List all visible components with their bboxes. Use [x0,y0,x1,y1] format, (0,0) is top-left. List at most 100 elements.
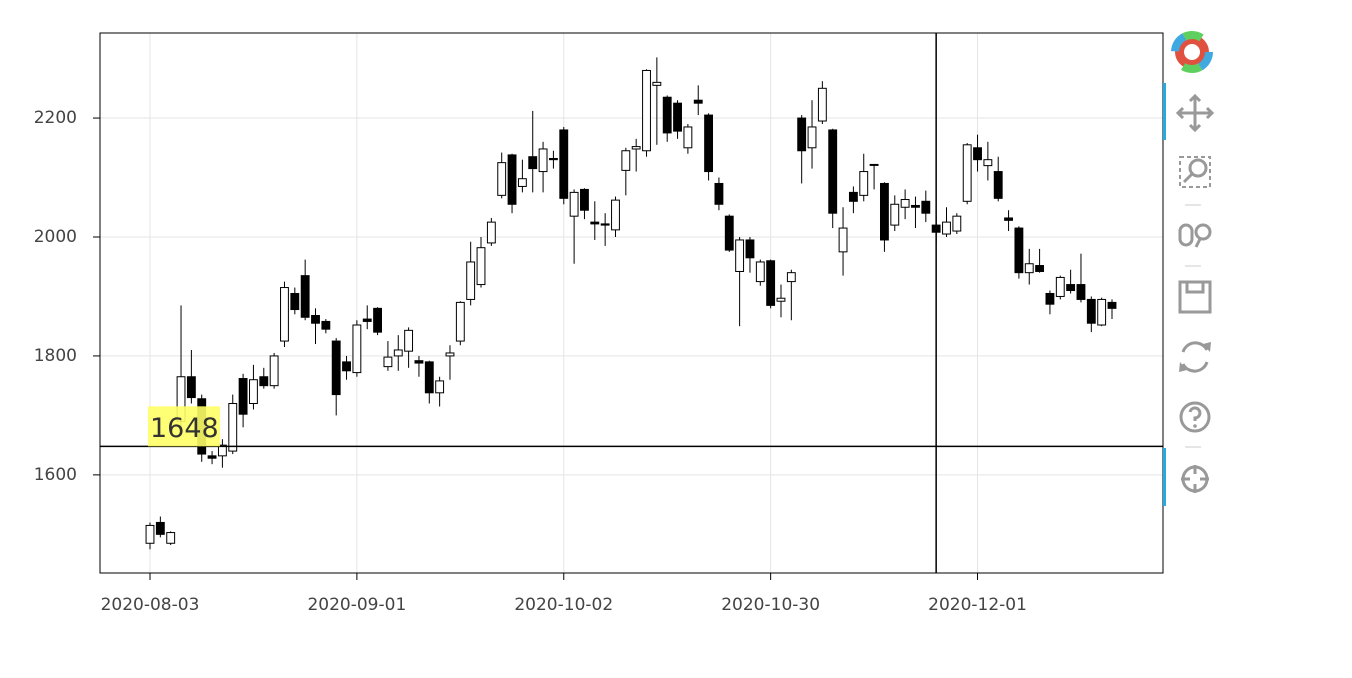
candle-body [1097,298,1107,326]
candle-body [590,221,600,225]
candle-body [466,261,476,300]
candle-body [828,129,838,214]
candle-body [1045,292,1055,305]
candle-body [1024,263,1034,274]
candle-body [724,215,734,251]
candle-body [280,287,289,342]
candle-body [269,355,279,387]
candle-body [507,154,517,205]
candle-body [414,360,424,364]
candle-body [642,69,651,152]
candle-body [1055,276,1065,297]
candle-body [300,275,310,318]
candle-body [993,171,1003,199]
x-tick-label: 2020-09-01 [307,595,406,615]
candle-body [548,157,558,161]
candle-body [683,126,693,149]
candle-body [1004,217,1013,221]
candle-body [455,301,465,342]
crosshair-tool[interactable] [1181,465,1209,493]
wheel-zoom-tool[interactable] [1178,223,1212,248]
candle-body [621,150,631,171]
box-zoom-tool[interactable] [1179,156,1211,188]
candle-body [755,261,765,283]
candle-body [580,188,589,211]
active-indicator [1163,83,1166,140]
candle-body [652,81,662,86]
candle-body [817,87,827,122]
candle-body [352,324,362,374]
candle-body [435,380,445,394]
help-tool[interactable] [1179,401,1211,433]
candle-body [445,352,455,357]
x-tick-label: 2020-10-02 [514,595,613,615]
bokeh-logo[interactable] [1171,31,1213,73]
candle-body [528,156,538,170]
candle-body [207,455,217,459]
candle-body [559,129,569,199]
candle-body [331,340,341,396]
candle-body [1086,298,1096,324]
candle-body [983,159,993,167]
candle-body [342,361,351,372]
candle-body [735,239,745,272]
candle-body [745,239,755,259]
candle-body [166,532,176,544]
candle-body [290,292,300,311]
active-indicator [1163,448,1166,506]
candle-body [631,146,641,150]
candle-body [1035,265,1045,272]
candle-body [155,521,165,535]
candle-body [704,114,714,173]
candle-body [538,148,548,173]
candle-body [383,356,393,368]
pan-tool[interactable] [1175,93,1215,133]
candle-body [693,99,703,104]
x-tick-label: 2020-08-03 [101,595,200,615]
x-tick-label: 2020-12-01 [928,595,1027,615]
y-tick-label: 2200 [34,108,77,128]
candle-body [373,307,383,333]
candle-body [921,200,931,214]
candle-body [962,144,972,202]
candle-body [424,361,434,394]
candle-body [145,524,155,544]
candle-body [259,376,269,387]
candle-body [859,171,869,196]
candle-body [362,318,372,322]
candle-body [321,320,331,330]
candle-body [517,178,527,187]
candle-body [766,260,776,306]
candle-body [228,403,238,452]
y-tick-label: 1600 [34,465,77,485]
candle-body [952,215,962,232]
candle-body [569,191,579,217]
candle-body [786,272,796,283]
candle-body [797,117,807,152]
reset-tool[interactable] [1179,341,1211,373]
candle-body [673,102,682,132]
candle-body [1107,301,1117,309]
candle-body [911,204,920,208]
candle-body [311,314,320,324]
candle-body [900,199,910,208]
candle-body [497,162,507,196]
candle-body [1066,284,1076,292]
hover-label: 1648 [150,413,219,444]
candle-body [848,191,858,202]
candle-body [611,199,620,231]
y-tick-label: 2000 [34,227,77,247]
candle-body [476,247,486,286]
candle-body [942,221,951,235]
toolbar [1163,31,1215,506]
candle-body [238,378,248,415]
candle-body [1014,227,1024,274]
x-tick-label: 2020-10-30 [721,595,820,615]
candle-body [890,203,900,226]
save-tool[interactable] [1178,280,1212,314]
candle-body [973,147,982,161]
candle-body [217,444,227,457]
candle-body [879,182,889,241]
